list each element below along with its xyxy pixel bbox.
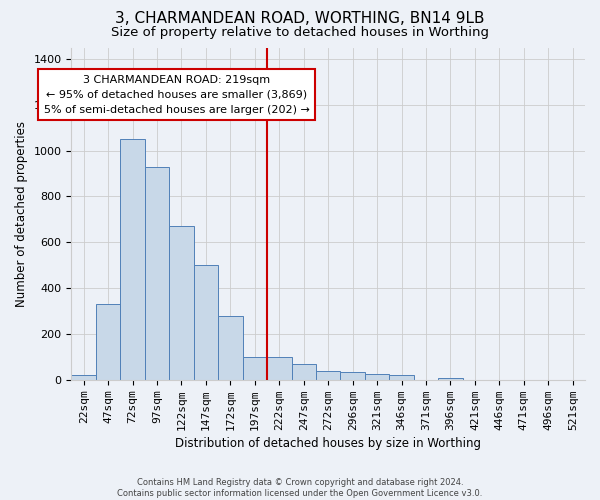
Bar bbox=[389, 375, 414, 380]
Text: 3, CHARMANDEAN ROAD, WORTHING, BN14 9LB: 3, CHARMANDEAN ROAD, WORTHING, BN14 9LB bbox=[115, 11, 485, 26]
Bar bbox=[438, 378, 463, 380]
Bar bbox=[292, 364, 316, 380]
Text: Size of property relative to detached houses in Worthing: Size of property relative to detached ho… bbox=[111, 26, 489, 39]
Bar bbox=[145, 166, 169, 380]
Bar bbox=[365, 374, 389, 380]
Bar bbox=[267, 357, 292, 380]
Y-axis label: Number of detached properties: Number of detached properties bbox=[15, 120, 28, 306]
Bar bbox=[194, 265, 218, 380]
Bar bbox=[316, 370, 340, 380]
Bar bbox=[340, 372, 365, 380]
Bar bbox=[96, 304, 121, 380]
Bar bbox=[169, 226, 194, 380]
Text: Contains HM Land Registry data © Crown copyright and database right 2024.
Contai: Contains HM Land Registry data © Crown c… bbox=[118, 478, 482, 498]
Text: 3 CHARMANDEAN ROAD: 219sqm
← 95% of detached houses are smaller (3,869)
5% of se: 3 CHARMANDEAN ROAD: 219sqm ← 95% of deta… bbox=[44, 75, 310, 114]
Bar bbox=[218, 316, 242, 380]
Bar bbox=[121, 139, 145, 380]
Bar bbox=[242, 357, 267, 380]
Bar bbox=[71, 375, 96, 380]
X-axis label: Distribution of detached houses by size in Worthing: Distribution of detached houses by size … bbox=[175, 437, 481, 450]
